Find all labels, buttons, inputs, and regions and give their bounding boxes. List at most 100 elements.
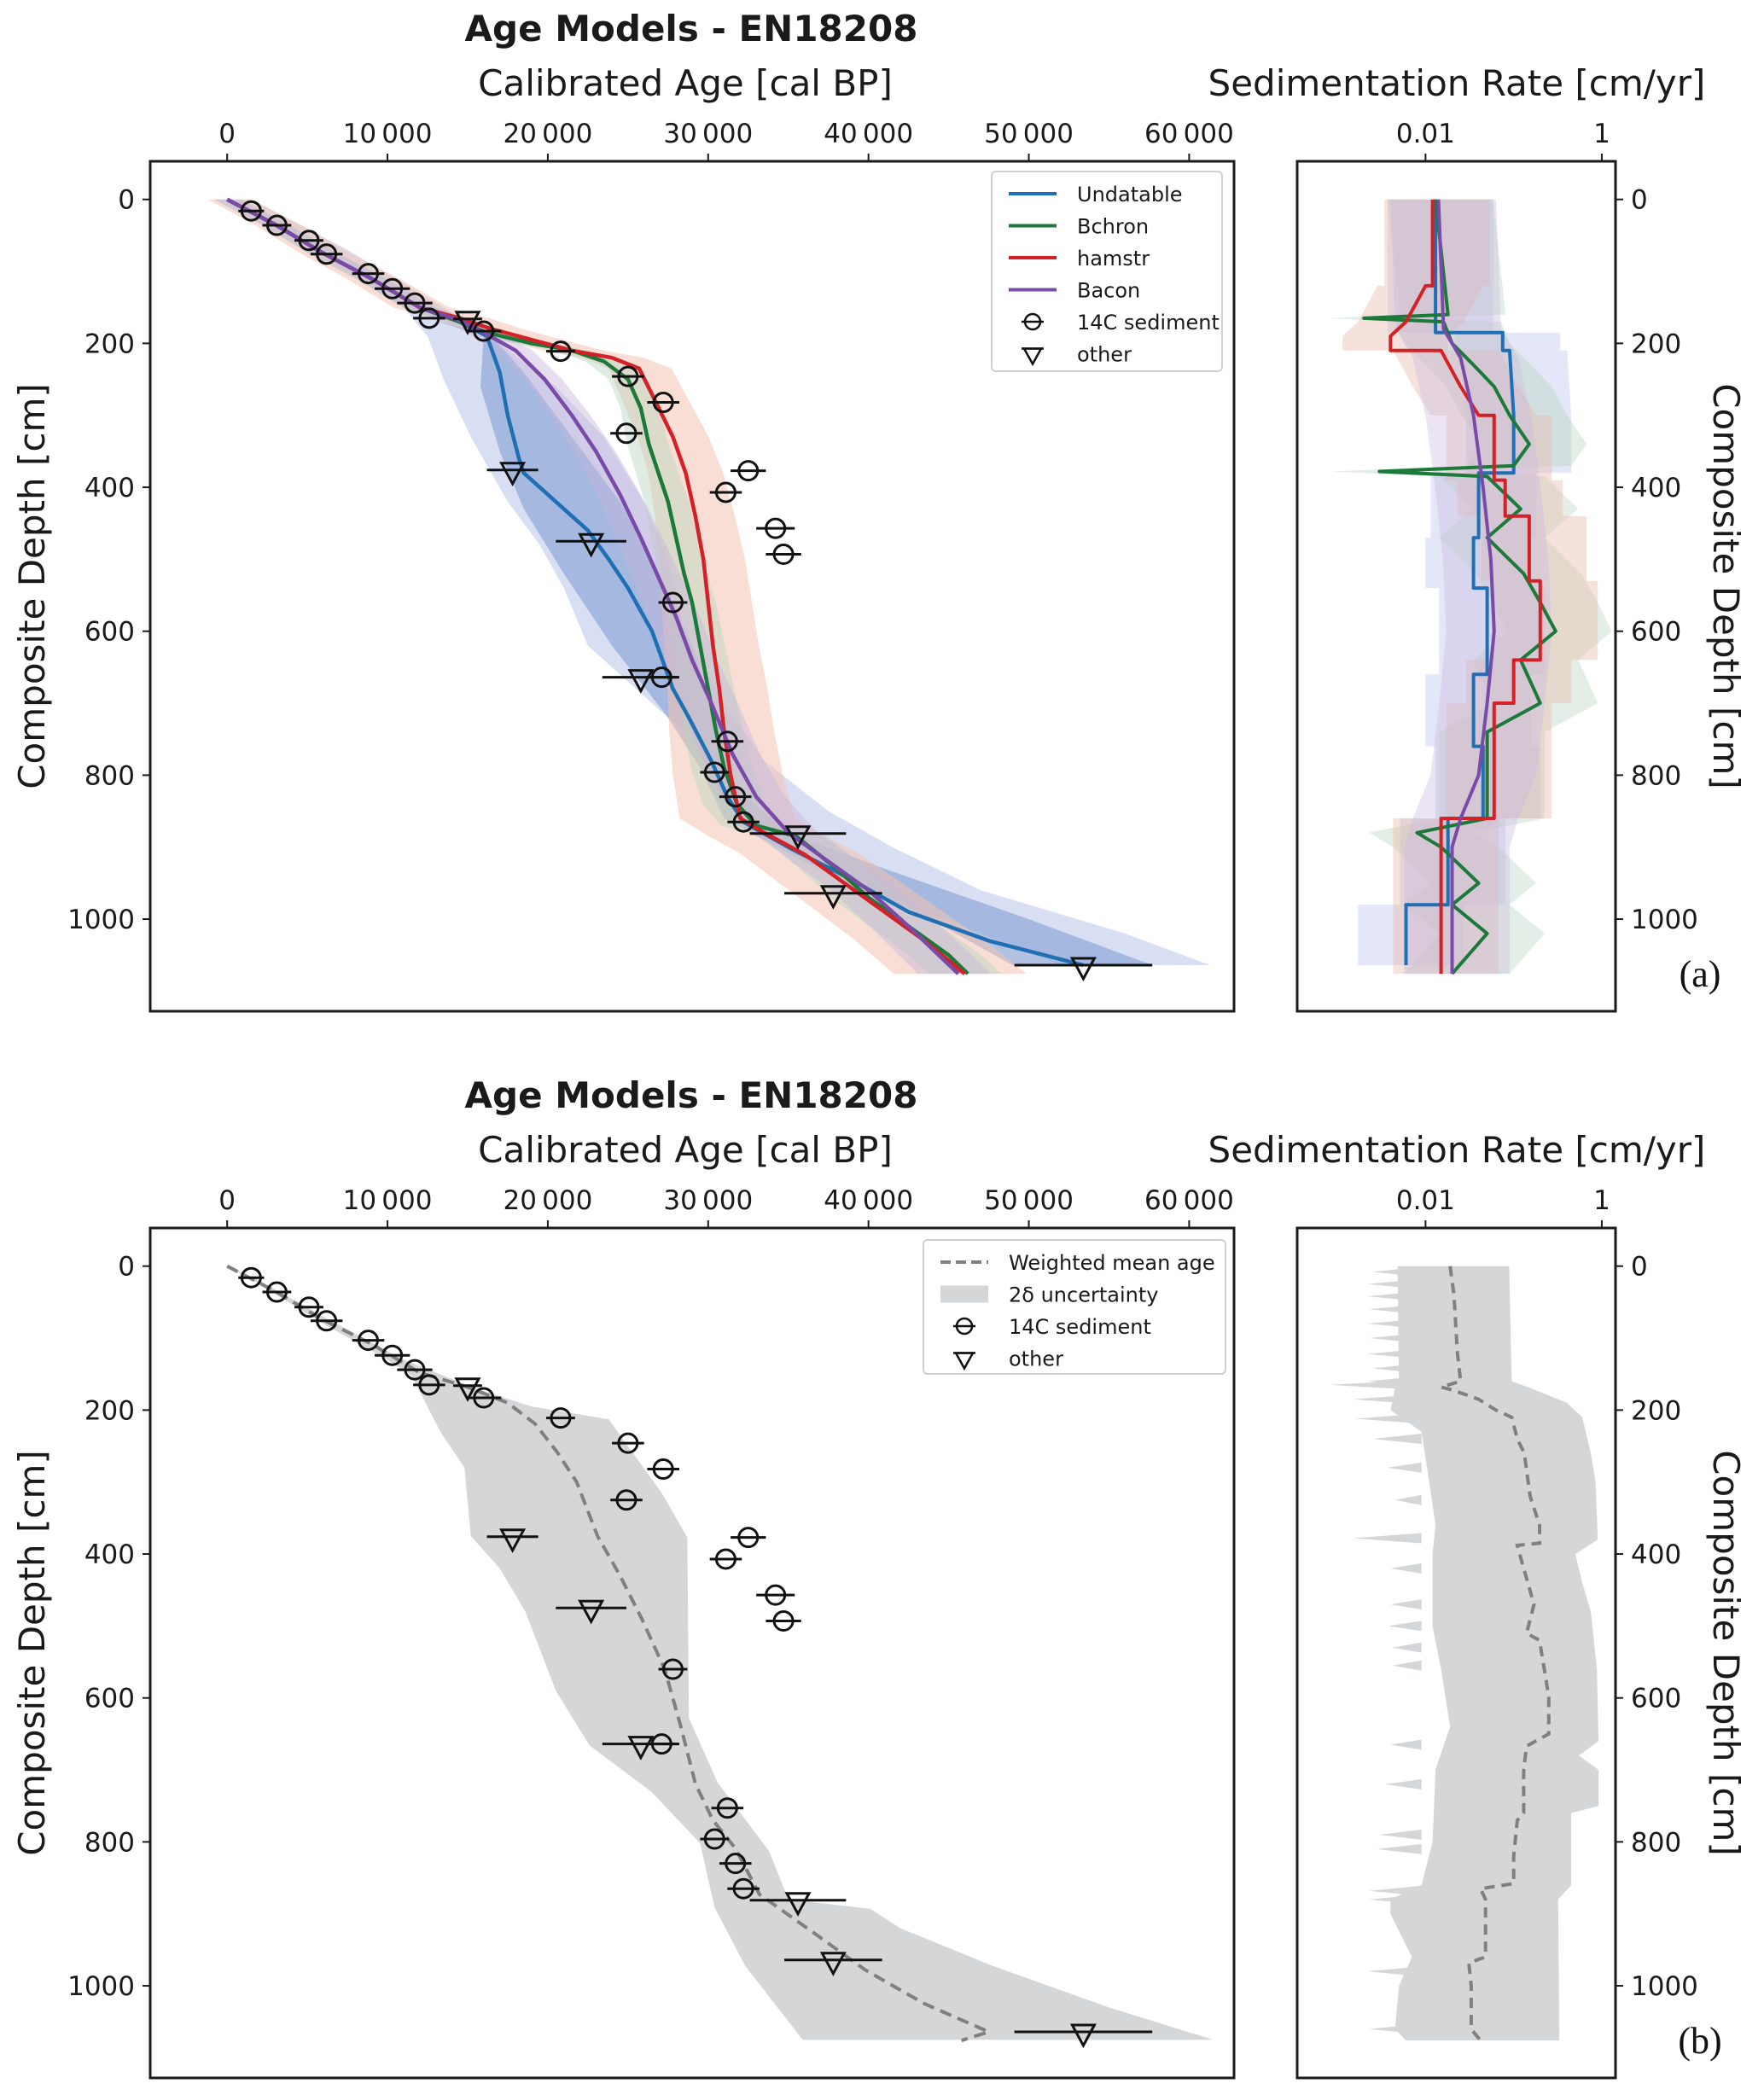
legend-label: 2δ uncertainty [1009,1283,1158,1307]
weighted-mean-age-line [226,1264,994,2043]
hamstr-rate-band [1342,199,1598,975]
y-tick-label: 200 [84,1395,135,1426]
x-axis-label: Calibrated Age [cal BP] [478,62,893,104]
y-tick-label: 400 [84,1539,135,1570]
radiocarbon-point [709,1548,742,1570]
rate-band-spike [1392,1660,1422,1671]
hamstr-rate-line [1388,199,1542,975]
radiocarbon-point [612,365,644,387]
y-tick-label: 0 [1631,185,1648,216]
radiocarbon-point [375,1344,410,1366]
circle-marker [765,1584,787,1606]
radiocarbon-point [731,1527,766,1549]
triangle-marker [578,1599,605,1625]
radiocarbon-point [310,1310,343,1332]
x-tick-label: 50 000 [984,1185,1074,1216]
radiocarbon-point [413,1374,445,1396]
x-tick-label: 0.01 [1396,1185,1455,1216]
legend-item: other [1022,343,1132,367]
rate-band-spike [1369,1304,1422,1315]
radiocarbon-point [766,543,801,565]
triangle-marker [499,1528,527,1553]
bchron-rate-line [1362,199,1557,975]
y-tick-label: 0 [118,185,135,216]
sed-rate-plot: 0.01 1 0 200 400 600 800 1000 [1295,119,1698,1013]
y-tick-label: 600 [84,617,135,648]
circle-marker [240,1266,262,1289]
circle-marker [358,263,380,285]
y-tick-label: 1000 [1631,905,1698,935]
y-tick-label: 800 [1631,1827,1681,1858]
axes-frame [1295,160,1617,1013]
legend-label: other [1077,343,1132,367]
circle-marker [725,1853,747,1875]
radiocarbon-point [731,460,766,482]
circle-marker [716,1797,738,1819]
radiocarbon-point [610,1489,643,1511]
rate-band-spike [1385,1778,1422,1789]
circle-marker [714,1548,736,1570]
x-tick-label: 1 [1593,119,1610,149]
sed-depth-axis-label: Composite Depth [cm] [1705,1450,1747,1856]
y-tick-label: 800 [1631,760,1681,791]
y-tick-label: 600 [84,1684,135,1714]
other-date-point [453,1377,482,1402]
legend-item: Bchron [1009,215,1149,239]
radiocarbon-point [727,1877,760,1900]
rate-band-spike [1367,1291,1422,1302]
x-tick-label: 40 000 [824,1185,913,1216]
radiocarbon-point [711,730,744,753]
legend: Weighted mean age 2δ uncertainty 14C sedim… [923,1239,1226,1375]
legend-label: Weighted mean age [1009,1251,1215,1275]
y-axis-label: Composite Depth [cm] [11,1450,53,1856]
legend-frame [923,1239,1226,1375]
y-tick-label: 400 [84,473,135,503]
panel-a: Age Models - EN18208 Calibrated Age [cal… [11,8,1747,1013]
radiocarbon-point [756,1584,795,1606]
other-date-point [556,532,626,558]
y-tick-label: 800 [84,760,135,791]
circle-marker [473,1387,495,1409]
circle-marker [703,1828,725,1850]
y-tick-label: 1000 [67,1971,135,2002]
y-tick-label: 0 [118,1252,135,1283]
other-date-point [784,885,882,910]
circle-marker [737,460,760,482]
rate-band-spike [1388,1621,1422,1632]
radiocarbon-point [294,1296,323,1318]
rate-band-spike [1353,1533,1422,1544]
radiocarbon-point [397,1359,433,1381]
rate-band-spike [1372,1363,1422,1374]
bacon-rate-line [1436,199,1496,975]
legend-item: hamstr [1009,247,1150,271]
legend-triangle-icon [1022,347,1044,367]
circle-marker [298,1296,320,1318]
rate-band-spike [1387,1462,1422,1473]
circle-marker [381,1344,404,1366]
y-tick-label: 0 [1631,1252,1648,1283]
radiocarbon-point [658,1658,688,1680]
y-tick-label: 600 [1631,617,1681,648]
rate-band-spike [1372,1266,1422,1277]
radiocarbon-point [727,811,760,833]
circle-marker [652,392,674,414]
radiocarbon-point [262,1281,292,1303]
rate-band-spike [1377,1843,1422,1854]
rate-band-spike [1394,1494,1422,1505]
circle-marker [404,292,426,314]
other-date-point [749,1892,847,1917]
circle-marker [772,1609,795,1632]
x-tick-label: 40 000 [824,119,913,149]
legend-item: Weighted mean age [940,1251,1215,1275]
circle-marker [298,230,320,252]
x-tick-label: 10 000 [343,119,433,149]
other-date-point [1014,957,1153,982]
radiocarbon-point [658,591,688,614]
circle-marker [550,1407,572,1429]
rate-band-spike [1353,1394,1422,1405]
legend-frame [991,171,1223,372]
other-date-point [784,1952,882,1976]
rate-uncertainty-band [1390,1266,1599,2041]
other-date-point [486,1528,539,1553]
panel-label: (a) [1680,953,1721,995]
